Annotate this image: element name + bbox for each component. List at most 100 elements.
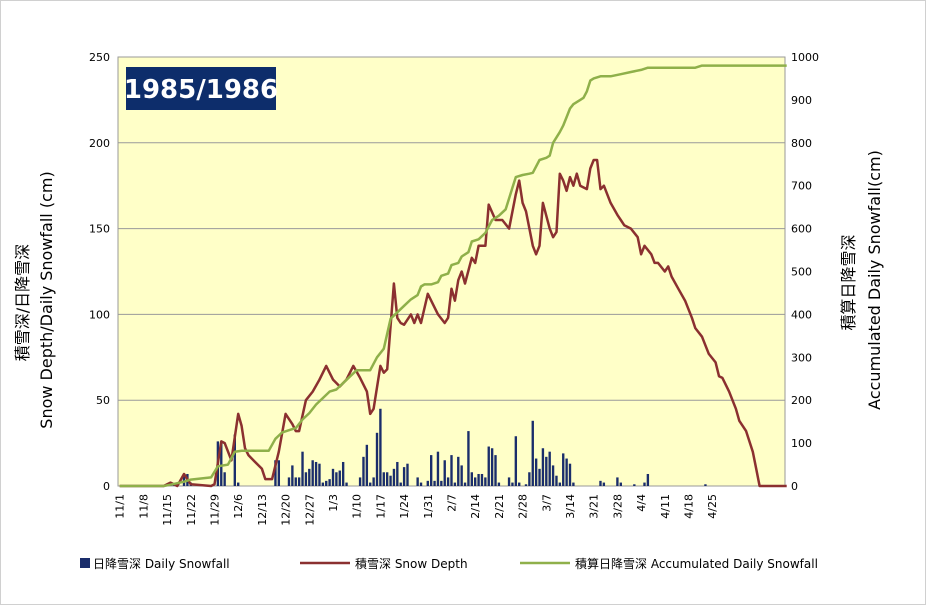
right-tick-label: 700 — [791, 180, 812, 193]
left-axis-ticks: 0 50 100 150 200 250 — [89, 51, 110, 493]
x-tick-label: 12/20 — [280, 494, 293, 526]
snowfall-bar — [396, 461, 399, 486]
snowfall-bar — [402, 467, 406, 486]
snowfall-bar — [277, 460, 281, 486]
snowfall-bar — [514, 436, 518, 486]
snowfall-bar — [314, 461, 318, 486]
snowfall-bar — [436, 451, 440, 486]
snowfall-bar — [385, 472, 389, 486]
x-tick-label: 11/8 — [137, 494, 150, 519]
snowfall-bar — [541, 448, 545, 486]
snowfall-bar — [497, 482, 501, 486]
snowfall-bar — [392, 468, 396, 486]
x-tick-label: 1/10 — [351, 494, 364, 519]
snowfall-bar — [518, 482, 521, 486]
snowfall-bar — [558, 482, 562, 486]
right-tick-label: 1000 — [791, 51, 819, 64]
snowfall-bar — [562, 453, 565, 486]
right-axis-title-line2: Accumulated Daily Snowfall(cm) — [865, 150, 884, 410]
snowfall-bar — [484, 477, 487, 486]
snowfall-bar — [301, 451, 304, 486]
snowfall-bar — [274, 460, 277, 486]
x-tick-label: 4/18 — [683, 494, 696, 519]
left-tick-label: 0 — [103, 480, 110, 493]
right-tick-label: 200 — [791, 394, 812, 407]
plot-area — [117, 56, 786, 487]
x-tick-label: 4/4 — [635, 494, 648, 512]
gridlines — [118, 56, 785, 401]
x-tick-label: 2/21 — [493, 494, 506, 519]
x-tick-label: 3/28 — [611, 494, 624, 519]
snowfall-bar — [379, 408, 382, 486]
x-tick-label: 2/28 — [517, 494, 530, 519]
snowfall-bar — [524, 484, 528, 486]
x-tick-label: 2/7 — [446, 494, 459, 512]
left-axis-title: 積雪深/日降雪深 Snow Depth/Daily Snowfall (cm) — [13, 171, 56, 428]
x-tick-label: 1/3 — [327, 494, 340, 512]
snowfall-bar — [375, 432, 379, 486]
chart-title: 1985/1986 — [124, 75, 278, 105]
snowfall-bar — [528, 472, 531, 486]
snowfall-bar — [643, 482, 646, 486]
snowfall-bar — [308, 468, 311, 486]
x-tick-label: 3/14 — [564, 494, 577, 519]
left-tick-label: 100 — [89, 308, 110, 321]
snowfall-bar — [453, 482, 457, 486]
snowfall-bar — [321, 482, 325, 486]
accumulated-snowfall-line — [119, 64, 787, 488]
right-axis-title-line1: 積算日降雪深 — [839, 235, 858, 331]
x-tick-label: 11/15 — [161, 494, 174, 526]
snowfall-bar — [297, 477, 301, 486]
snowfall-bar — [369, 482, 372, 486]
snowfall-bar — [399, 482, 402, 486]
snowfall-bar — [460, 465, 463, 486]
snowfall-bar — [474, 477, 477, 486]
snowfall-bar — [467, 431, 470, 486]
x-tick-label: 2/14 — [469, 494, 482, 519]
snowfall-bar — [416, 477, 419, 486]
snowfall-bar — [345, 482, 348, 486]
snowfall-bar — [338, 470, 341, 486]
snowfall-bar — [426, 480, 429, 486]
x-tick-label: 3/7 — [540, 494, 553, 512]
snowfall-bar — [291, 465, 294, 486]
snowfall-bar — [450, 455, 453, 486]
legend-label-daily-snowfall: 日降雪深 Daily Snowfall — [93, 557, 230, 571]
snowfall-bar — [358, 477, 362, 486]
snowfall-bar — [487, 446, 490, 486]
right-tick-label: 500 — [791, 266, 812, 279]
snowfall-bar — [220, 441, 223, 486]
x-axis-ticks: 11/1 11/8 11/15 11/22 11/29 12/6 12/13 12/20 12/… — [114, 494, 720, 526]
x-tick-label: 4/11 — [659, 494, 672, 519]
snowfall-bar — [182, 473, 186, 486]
snowfall-bar — [704, 484, 707, 486]
legend-swatch-daily-snowfall — [80, 558, 90, 568]
snowfall-bar — [233, 434, 236, 486]
snowfall-bar — [311, 460, 314, 486]
snowfall-bar — [335, 472, 338, 486]
snowfall-bar — [480, 473, 484, 486]
x-tick-label: 11/1 — [114, 494, 127, 519]
snowfall-bar — [548, 451, 551, 486]
snowfall-bar — [372, 477, 375, 486]
snowfall-bar — [619, 482, 622, 486]
snowfall-bar — [223, 472, 226, 486]
x-tick-label: 4/25 — [706, 494, 719, 519]
snowfall-bar — [602, 482, 606, 486]
snowfall-bar — [507, 477, 511, 486]
right-tick-label: 800 — [791, 137, 812, 150]
left-tick-label: 50 — [96, 394, 110, 407]
left-axis-title-line1: 積雪深/日降雪深 — [13, 244, 32, 361]
legend-label-snow-depth: 積雪深 Snow Depth — [355, 556, 468, 571]
right-axis-title: 積算日降雪深 Accumulated Daily Snowfall(cm) — [839, 150, 884, 410]
snowfall-bar — [646, 473, 650, 486]
legend: 日降雪深 Daily Snowfall 積雪深 Snow Depth 積算日降雪… — [80, 556, 818, 571]
snowfall-bar — [443, 460, 446, 486]
snowfall-bar — [446, 477, 450, 486]
legend-label-accumulated: 積算日降雪深 Accumulated Daily Snowfall — [575, 556, 818, 571]
right-tick-label: 100 — [791, 437, 812, 450]
x-tick-label: 12/27 — [303, 494, 316, 526]
snowfall-bar — [389, 475, 392, 486]
